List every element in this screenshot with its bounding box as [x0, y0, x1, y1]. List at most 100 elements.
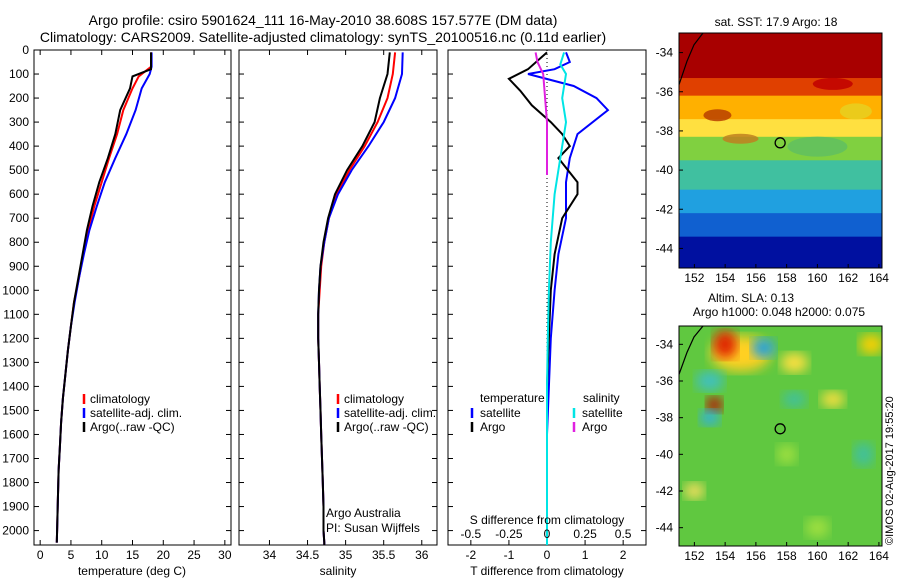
sla-map-subtitle: Argo h1000: 0.048 h2000: 0.075 [693, 305, 865, 319]
sst-map-band [679, 119, 882, 138]
differences-legend-label: Argo [480, 420, 506, 434]
sst-map-band [679, 160, 882, 191]
temperature-ytick-label: 1600 [2, 427, 29, 441]
differences-xtick-t-label: -2 [466, 548, 477, 562]
differences-xtick-s-label: -0.5 [461, 527, 482, 541]
sla-map-background [679, 326, 882, 546]
sst-map-ytick-label: -36 [656, 85, 674, 99]
sla-map-ytick-label: -38 [656, 411, 674, 425]
salinity-series-argo [317, 52, 391, 545]
sla-map-feature [820, 391, 845, 408]
salinity-panel [238, 49, 438, 546]
title-line2: Climatology: CARS2009. Satellite-adjuste… [39, 29, 607, 45]
sla-map-xtick-label: 154 [715, 549, 735, 563]
sst-map-band [679, 236, 882, 268]
page-title: Argo profile: csiro 5901624_111 16-May-2… [0, 12, 646, 46]
differences-xtick-t-label: 0 [544, 548, 551, 562]
sst-map-feature [703, 109, 732, 122]
differences-panel [447, 49, 647, 546]
differences-xtick-t-label: 2 [620, 548, 627, 562]
sst-map-xtick-label: 164 [869, 271, 889, 285]
temperature-ytick-label: 2000 [2, 524, 29, 538]
sst-map-feature [812, 77, 853, 90]
sla-map-title: Altim. SLA: 0.13 [708, 291, 794, 305]
temperature-xtick-label: 5 [68, 548, 75, 562]
salinity-axes-frame [238, 49, 438, 546]
differences-xlabel-s: S difference from climatology [470, 513, 625, 527]
sla-map-feature [780, 352, 809, 373]
sst-map-band [679, 78, 882, 97]
sst-map-feature [722, 133, 759, 144]
sst-map-frame [678, 32, 883, 269]
temperature-xtick-label: 10 [95, 548, 109, 562]
sst-map-ytick-label: -44 [656, 241, 674, 255]
differences-xtick-s-label: 0.25 [573, 527, 597, 541]
temperature-ytick-label: 700 [9, 211, 29, 225]
salinity-xtick-label: 35.5 [372, 548, 396, 562]
sst-map-xtick-label: 158 [777, 271, 797, 285]
temperature-ytick-label: 1000 [2, 283, 29, 297]
temperature-xlabel: temperature (deg C) [78, 564, 186, 578]
sla-map-feature [805, 517, 830, 538]
temperature-ytick-label: 1400 [2, 379, 29, 393]
sla-map-feature [782, 391, 807, 408]
sst-map-feature [787, 136, 848, 157]
sst-map-ytick-label: -34 [656, 46, 674, 60]
temperature-xtick-label: 15 [126, 548, 140, 562]
temperature-ytick-label: 300 [9, 115, 29, 129]
temperature-ytick-label: 500 [9, 163, 29, 177]
temperature-ytick-label: 0 [22, 43, 29, 57]
sla-map-feature [751, 338, 776, 358]
salinity-legend-label: Argo(..raw -QC) [344, 420, 429, 434]
sla-map-xtick-label: 162 [838, 549, 858, 563]
sla-map-panel [678, 325, 883, 547]
temperature-panel [33, 49, 232, 546]
temperature-series-argo [55, 52, 152, 543]
temperature-legend-label: Argo(..raw -QC) [90, 420, 175, 434]
temperature-ytick-label: 800 [9, 235, 29, 249]
sla-map-feature [859, 334, 882, 355]
sst-map-coastline [679, 33, 704, 85]
differences-legend-label: Argo [582, 420, 608, 434]
temperature-ytick-label: 1300 [2, 355, 29, 369]
sst-map-profile-marker [774, 137, 786, 149]
sst-map-title: sat. SST: 17.9 Argo: 18 [715, 15, 838, 29]
sla-map-coastline [679, 326, 704, 375]
sla-map-xtick-label: 156 [746, 549, 766, 563]
title-line1: Argo profile: csiro 5901624_111 16-May-2… [88, 12, 558, 28]
temperature-legend-label: satellite-adj. clim. [90, 406, 182, 420]
sst-map-band [679, 189, 882, 215]
differences-xtick-t-label: 1 [582, 548, 589, 562]
temperature-ytick-label: 400 [9, 139, 29, 153]
differences-xtick-t-label: -1 [504, 548, 515, 562]
sla-map-ytick-label: -40 [656, 447, 674, 461]
temperature-ytick-label: 1900 [2, 500, 29, 514]
sla-map-ytick-label: -36 [656, 374, 674, 388]
sla-map-feature [776, 444, 797, 465]
sla-map-xtick-label: 164 [869, 549, 889, 563]
salinity-xtick-label: 36 [415, 548, 429, 562]
watermark-text: ©IMOS 02-Aug-2017 19:55:20 [884, 396, 896, 545]
temperature-ytick-label: 1700 [2, 451, 29, 465]
sst-map-field [679, 33, 882, 268]
temperature-ytick-label: 900 [9, 259, 29, 273]
sla-map-ytick-label: -44 [656, 521, 674, 535]
sst-map-band [679, 33, 882, 80]
temperature-xtick-label: 20 [157, 548, 171, 562]
sst-map-ytick-label: -38 [656, 124, 674, 138]
sla-map-feature [699, 409, 720, 426]
temperature-ytick-label: 1500 [2, 403, 29, 417]
temperature-ytick-label: 1100 [3, 307, 29, 321]
sst-map-xtick-label: 152 [684, 271, 704, 285]
differences-series-s-argo [534, 52, 548, 175]
sla-map-xtick-label: 160 [807, 549, 827, 563]
temperature-xtick-label: 0 [37, 548, 44, 562]
sla-map-xtick-label: 152 [684, 549, 704, 563]
salinity-legend-label: climatology [344, 392, 404, 406]
sst-map-ytick-label: -42 [656, 202, 674, 216]
sla-map-ytick-label: -42 [656, 484, 674, 498]
sla-map-field [679, 326, 882, 546]
sla-map-feature [853, 442, 874, 467]
sla-map-feature [713, 330, 738, 359]
